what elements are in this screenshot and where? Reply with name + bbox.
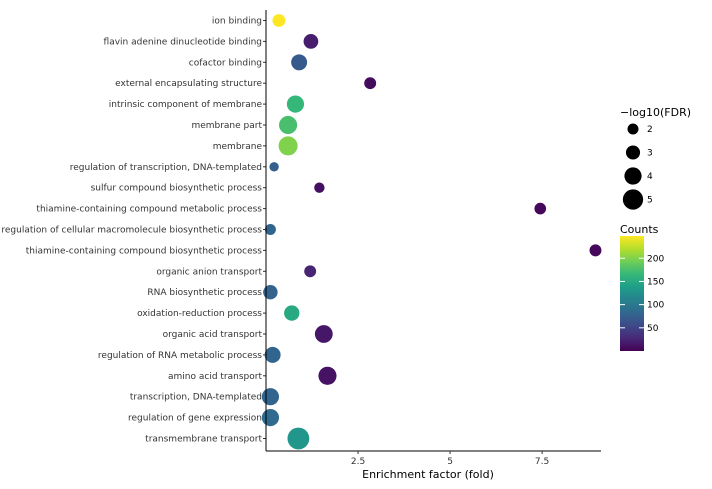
data-point — [272, 14, 286, 27]
category-label: ion binding — [212, 17, 262, 27]
category-label: transmembrane transport — [145, 435, 262, 445]
category-label: organic anion transport — [156, 267, 262, 277]
data-point — [261, 388, 280, 406]
data-point — [364, 77, 377, 90]
category-label: membrane part — [191, 121, 262, 131]
category-label: regulation of RNA metabolic process — [98, 351, 262, 361]
category-label: regulation of cellular macromolecule bio… — [1, 226, 262, 236]
category-label: external encapsulating structure — [115, 79, 262, 89]
x-axis-ticks: 2.5 5 7.5 — [351, 451, 549, 467]
color-legend-title: Counts — [620, 223, 659, 236]
data-point — [278, 136, 298, 156]
data-point — [291, 54, 308, 71]
category-label: organic acid transport — [163, 330, 263, 340]
size-legend-circle — [624, 167, 642, 185]
data-point — [314, 325, 333, 343]
x-axis-title: Enrichment factor (fold) — [362, 468, 494, 481]
category-label: sulfur compound biosynthetic process — [91, 184, 263, 194]
data-point — [534, 202, 547, 215]
category-label: RNA biosynthetic process — [147, 288, 262, 298]
category-label: amino acid transport — [168, 372, 262, 382]
category-label: thiamine-containing compound biosyntheti… — [26, 246, 263, 256]
size-legend-circle — [627, 123, 639, 135]
data-point — [589, 244, 602, 257]
color-legend-label: 200 — [647, 254, 664, 264]
data-point — [264, 346, 281, 363]
category-label: regulation of transcription, DNA-templat… — [70, 163, 262, 173]
category-label: oxidation-reduction process — [137, 309, 262, 319]
size-legend: −log10(FDR) 2 3 4 5 — [620, 106, 691, 210]
data-point — [318, 366, 337, 385]
size-legend-title: −log10(FDR) — [620, 106, 691, 119]
color-legend-bar — [620, 236, 644, 351]
category-label: transcription, DNA-templated — [130, 393, 262, 403]
category-label: cofactor binding — [189, 58, 262, 68]
size-legend-circle — [625, 145, 641, 160]
data-point — [287, 427, 310, 450]
color-legend-label: 50 — [647, 324, 659, 334]
category-labels: ion binding flavin adenine dinucleotide b… — [1, 17, 262, 445]
category-label: flavin adenine dinucleotide binding — [104, 37, 262, 47]
category-label: thiamine-containing compound metabolic p… — [36, 205, 262, 215]
x-tick-label: 2.5 — [351, 457, 365, 467]
data-point — [304, 265, 317, 278]
size-legend-label: 2 — [647, 125, 653, 135]
data-point — [279, 115, 298, 135]
color-legend-label: 150 — [647, 277, 664, 287]
category-label: membrane — [213, 142, 263, 152]
color-legend-label: 100 — [647, 301, 664, 311]
size-legend-label: 4 — [647, 172, 653, 182]
data-point — [263, 284, 278, 300]
data-point — [264, 224, 276, 235]
data-point — [269, 162, 279, 172]
size-legend-circle — [622, 189, 644, 210]
x-tick-label: 5 — [447, 457, 453, 467]
x-tick-label: 7.5 — [535, 457, 549, 467]
data-point — [261, 409, 280, 427]
data-point — [286, 95, 305, 113]
data-points — [261, 14, 602, 450]
data-point — [303, 34, 319, 49]
category-label: regulation of gene expression — [128, 414, 262, 424]
size-legend-label: 5 — [647, 196, 653, 206]
data-point — [314, 182, 325, 193]
color-legend: Counts 50 100 150 200 — [620, 223, 664, 351]
category-label: intrinsic component of membrane — [109, 100, 263, 110]
data-point — [284, 305, 300, 321]
size-legend-label: 3 — [647, 149, 653, 159]
